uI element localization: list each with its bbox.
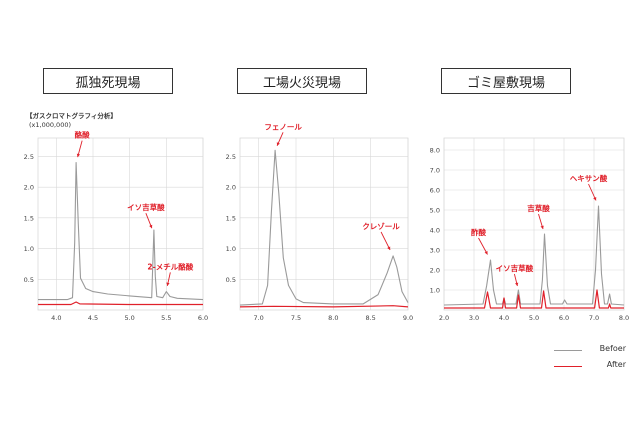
- x-tick-label: 7.5: [291, 314, 301, 322]
- x-tick-label: 5.0: [529, 314, 539, 322]
- legend-item-after: After: [554, 360, 634, 374]
- annotation-arrowhead: [166, 282, 170, 286]
- legend-item-before: Befoer: [554, 344, 634, 358]
- x-tick-label: 7.0: [253, 314, 263, 322]
- y-tick-label: 4.0: [430, 227, 440, 235]
- y-tick-label: 3.0: [430, 247, 440, 255]
- annotation-label: 2-メチル酪酸: [147, 261, 193, 271]
- y-tick-label: 1.0: [226, 245, 236, 253]
- x-tick-label: 6.0: [198, 314, 208, 322]
- legend-label-after: After: [606, 360, 626, 369]
- x-tick-label: 6.0: [559, 314, 569, 322]
- y-tick-label: 2.0: [24, 184, 34, 192]
- series-line-before: [239, 149, 409, 306]
- chart-garbage-house: 1.0 2.0 3.0 4.0 5.0 6.0 7.0 8.0 2.0 3.0 4.0 5.0 6.0 7…: [430, 137, 629, 322]
- y-tick-label: 2.5: [24, 153, 34, 161]
- y-tick-label: 7.0: [430, 167, 440, 175]
- chart-title-factory-fire: 工場火災現場: [237, 68, 367, 94]
- annotation-label: クレゾール: [362, 221, 400, 231]
- x-tick-label: 4.0: [51, 314, 61, 322]
- annotation-arrow: [380, 231, 391, 251]
- y-tick-label: 0.5: [226, 276, 236, 284]
- annotation-label: 酢酸: [471, 227, 486, 237]
- annotation-arrowhead: [484, 251, 488, 255]
- series-line-after: [444, 289, 624, 309]
- y-tick-label: 1.5: [226, 214, 236, 222]
- y-tick-label: 2.5: [226, 153, 236, 161]
- legend-label-before: Befoer: [599, 344, 626, 353]
- y-tick-label: 5.0: [430, 207, 440, 215]
- x-tick-label: 4.0: [499, 314, 509, 322]
- annotation-arrowhead: [593, 197, 597, 201]
- y-tick-label: 1.0: [24, 245, 34, 253]
- x-tick-label: 8.0: [619, 314, 629, 322]
- annotation-arrowhead: [149, 224, 153, 229]
- annotation-label: フェノール: [264, 122, 302, 131]
- annotation-label: イソ吉草酸: [127, 202, 165, 212]
- x-tick-label: 9.0: [403, 314, 413, 322]
- x-tick-label: 8.0: [328, 314, 338, 322]
- chart-title-garbage-house: ゴミ屋敷現場: [441, 68, 571, 94]
- y-axis-label: 【ガスクロマトグラフィ分析】: [26, 112, 117, 120]
- plot-frame: [37, 137, 204, 311]
- annotation-label: 吉草酸: [527, 203, 550, 213]
- chart-title-lonely-death: 孤独死現場: [43, 68, 173, 94]
- x-tick-label: 4.5: [88, 314, 98, 322]
- y-tick-label: 0.5: [24, 276, 34, 284]
- x-tick-label: 2.0: [439, 314, 449, 322]
- x-tick-label: 5.0: [124, 314, 134, 322]
- series-line-after: [239, 305, 409, 308]
- annotation-arrowhead: [387, 246, 391, 250]
- x-tick-label: 5.5: [161, 314, 171, 322]
- legend-swatch-after: [554, 366, 582, 367]
- annotation-arrowhead: [76, 153, 81, 158]
- annotation-label: 酪酸: [75, 130, 90, 140]
- y-tick-label: 6.0: [430, 187, 440, 195]
- y-tick-label: 1.5: [24, 214, 34, 222]
- annotation-label: イソ吉草酸: [496, 263, 534, 273]
- y-tick-label: 8.0: [430, 147, 440, 155]
- y-tick-label: 2.0: [226, 184, 236, 192]
- x-tick-label: 7.0: [589, 314, 599, 322]
- series-line-before: [38, 162, 204, 301]
- legend: Befoer After: [554, 344, 634, 414]
- y-axis-unit: (x1,000,000): [29, 121, 71, 129]
- series-line-after: [38, 301, 203, 306]
- y-tick-label: 2.0: [430, 267, 440, 275]
- annotation-arrowhead: [540, 225, 544, 229]
- series-line-before: [443, 205, 625, 306]
- legend-swatch-before: [554, 350, 582, 351]
- annotation-arrowhead: [515, 282, 519, 286]
- annotation-label: ヘキサン酸: [570, 173, 608, 183]
- x-tick-label: 8.5: [365, 314, 375, 322]
- y-tick-label: 1.0: [430, 287, 440, 295]
- x-tick-label: 3.0: [469, 314, 479, 322]
- annotation-arrowhead: [276, 142, 280, 146]
- annotation-arrow: [478, 237, 488, 255]
